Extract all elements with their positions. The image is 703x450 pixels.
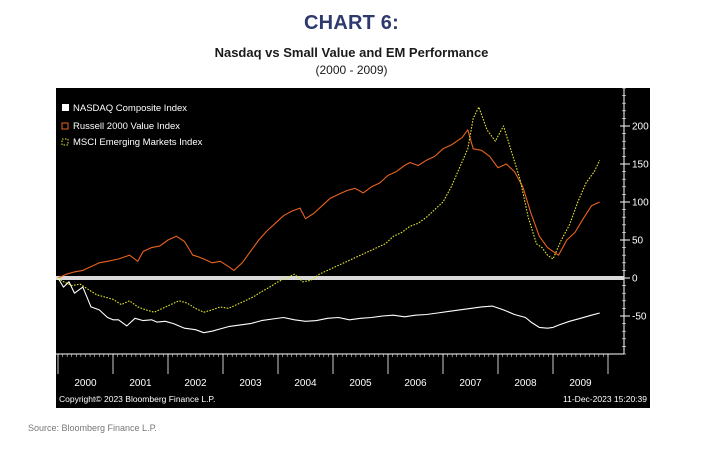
y-axis: -50 0 50 100 150 200 <box>620 88 649 355</box>
x-tick-label: 2005 <box>349 378 372 389</box>
legend-label-nasdaq: NASDAQ Composite Index <box>73 103 187 114</box>
timestamp-text: 11-Dec-2023 15:20:39 <box>563 394 647 404</box>
source-note: Source: Bloomberg Finance L.P. <box>28 423 157 433</box>
legend: NASDAQ Composite Index Russell 2000 Valu… <box>61 103 203 148</box>
chart-canvas: NASDAQ Composite Index Russell 2000 Valu… <box>56 88 649 404</box>
chart-number: CHART 6: <box>304 12 399 34</box>
chart-panel: NASDAQ Composite Index Russell 2000 Valu… <box>56 88 650 408</box>
x-tick-label: 2004 <box>294 378 317 389</box>
x-tick-label: 2006 <box>404 378 427 389</box>
nasdaq-line <box>57 277 600 334</box>
legend-swatch-msci <box>61 138 69 146</box>
legend-label-russell: Russell 2000 Value Index <box>73 121 180 132</box>
plot-area <box>56 106 624 334</box>
y-tick-label: 100 <box>632 198 649 209</box>
x-tick-label: 2003 <box>239 378 262 389</box>
legend-label-msci: MSCI Emerging Markets Index <box>73 137 203 148</box>
legend-swatch-nasdaq <box>62 104 69 111</box>
y-tick-label: 50 <box>632 236 644 247</box>
x-axis: 2000 2001 2002 2003 2004 2005 2006 2007 2008 2009 <box>56 353 624 389</box>
chart-title: Nasdaq vs Small Value and EM Performance <box>214 45 489 60</box>
y-tick-label: 0 <box>632 274 638 285</box>
legend-swatch-russell <box>61 122 69 130</box>
x-tick-label: 2000 <box>74 378 97 389</box>
chart-subtitle: (2000 - 2009) <box>315 63 388 77</box>
x-tick-label: 2001 <box>129 378 152 389</box>
y-tick-label: -50 <box>632 312 647 323</box>
msci-em-line <box>57 106 601 313</box>
x-tick-label: 2008 <box>514 378 537 389</box>
y-tick-label: 150 <box>632 160 649 171</box>
x-tick-label: 2007 <box>459 378 482 389</box>
x-tick-label: 2009 <box>569 378 592 389</box>
copyright-text: Copyright© 2023 Bloomberg Finance L.P. <box>59 394 215 404</box>
x-tick-label: 2002 <box>184 378 207 389</box>
y-tick-label: 200 <box>632 122 649 133</box>
russell-2000-value-line <box>57 129 600 279</box>
